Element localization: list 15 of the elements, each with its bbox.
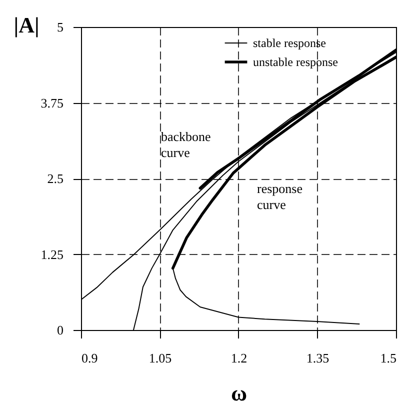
x-tick-label: 1.2 (230, 350, 248, 366)
y-tick-label: 3.75 (40, 95, 64, 110)
x-tick-label: 1.5 (380, 350, 396, 366)
x-tick-label: 0.9 (82, 350, 98, 366)
y-axis-title: |A| (14, 12, 40, 38)
y-tick-label: 0 (57, 322, 64, 338)
x-axis-title: ω (230, 380, 248, 406)
legend-label: unstable response (253, 55, 338, 69)
y-tick-label: 5 (57, 20, 64, 34)
annotation: backbone curve (161, 129, 212, 160)
y-tick-label: 2.5 (47, 171, 64, 186)
x-tick-label: 1.35 (306, 350, 330, 366)
annotation: response curve (257, 181, 303, 212)
y-tick-label: 1.25 (40, 246, 64, 262)
x-tick-label: 1.05 (148, 350, 172, 366)
